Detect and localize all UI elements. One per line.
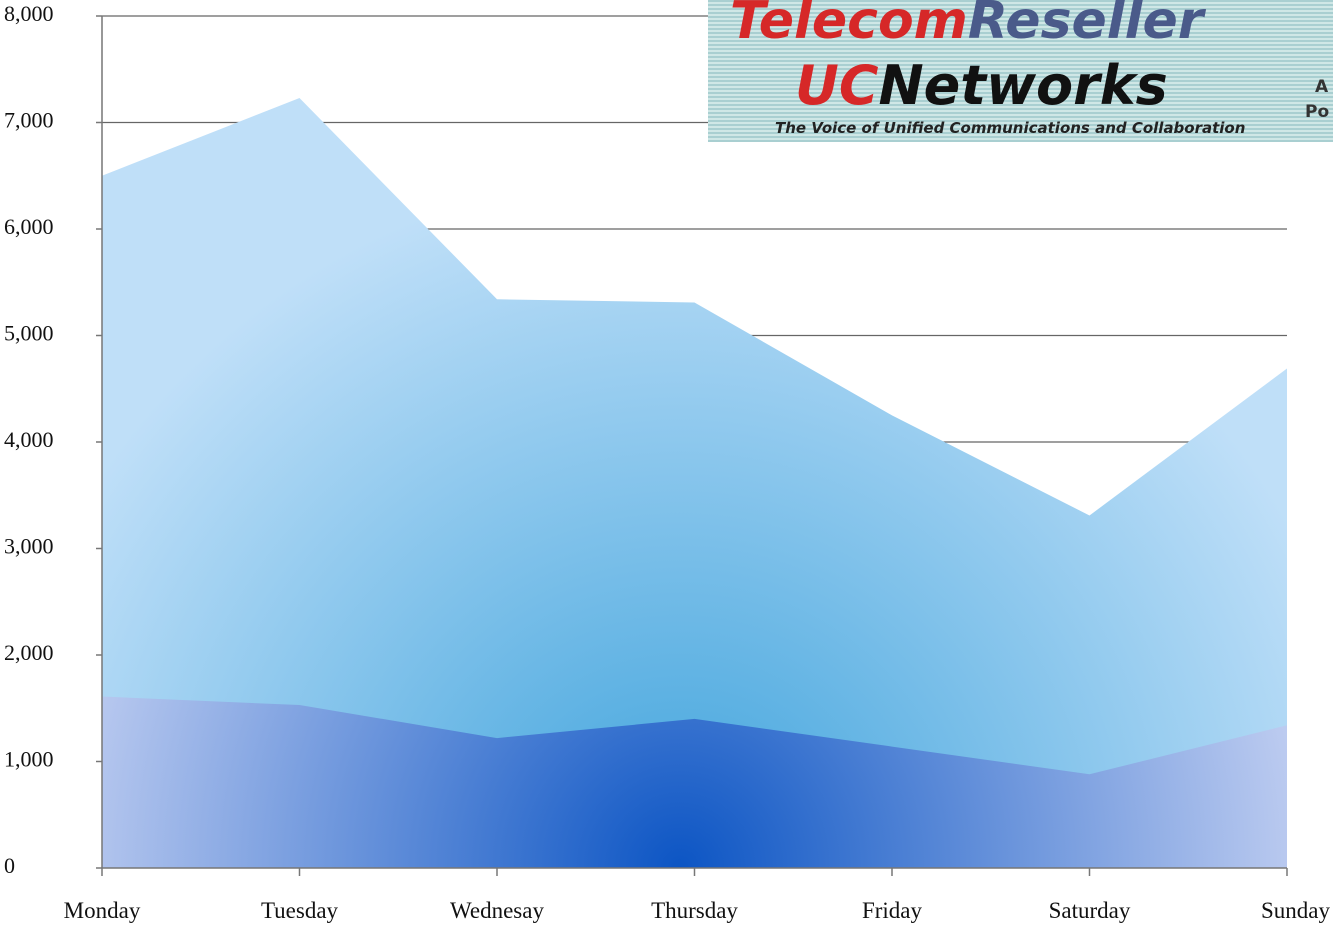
logo-edge-text: Po <box>1305 102 1329 122</box>
area <box>102 98 1287 868</box>
logo-background <box>708 0 1333 142</box>
x-tick-label: Tuesday <box>261 898 339 923</box>
x-tick-label: Wednesay <box>450 898 544 923</box>
y-tick-label: 6,000 <box>4 214 54 239</box>
logo-networks: Networks <box>878 54 1167 117</box>
logo: TelecomReseller UCNetworks The Voice of … <box>708 0 1333 142</box>
x-tick-label: Thursday <box>651 898 738 923</box>
y-tick-label: 4,000 <box>4 427 54 452</box>
logo-tagline: The Voice of Unified Communications and … <box>775 119 1245 137</box>
logo-subtitle: UCNetworks <box>795 54 1168 117</box>
y-tick-label: 2,000 <box>4 640 54 665</box>
y-tick-label: 8,000 <box>4 1 54 26</box>
x-tick-label: Friday <box>862 898 923 923</box>
logo-edge-text: A <box>1315 77 1329 97</box>
y-tick-label: 0 <box>4 853 15 878</box>
logo-uc: UC <box>795 54 879 117</box>
area <box>102 696 1287 868</box>
y-tick-label: 3,000 <box>4 534 54 559</box>
y-tick-label: 1,000 <box>4 747 54 772</box>
logo-title: TelecomReseller <box>730 0 1207 51</box>
y-tick-label: 7,000 <box>4 108 54 133</box>
logo-reseller: Reseller <box>968 0 1207 51</box>
y-tick-label: 5,000 <box>4 321 54 346</box>
x-tick-label: Sunday <box>1261 898 1331 923</box>
logo-telecom: Telecom <box>730 0 968 51</box>
x-tick-label: Saturday <box>1049 898 1131 923</box>
x-tick-label: Monday <box>64 898 141 923</box>
